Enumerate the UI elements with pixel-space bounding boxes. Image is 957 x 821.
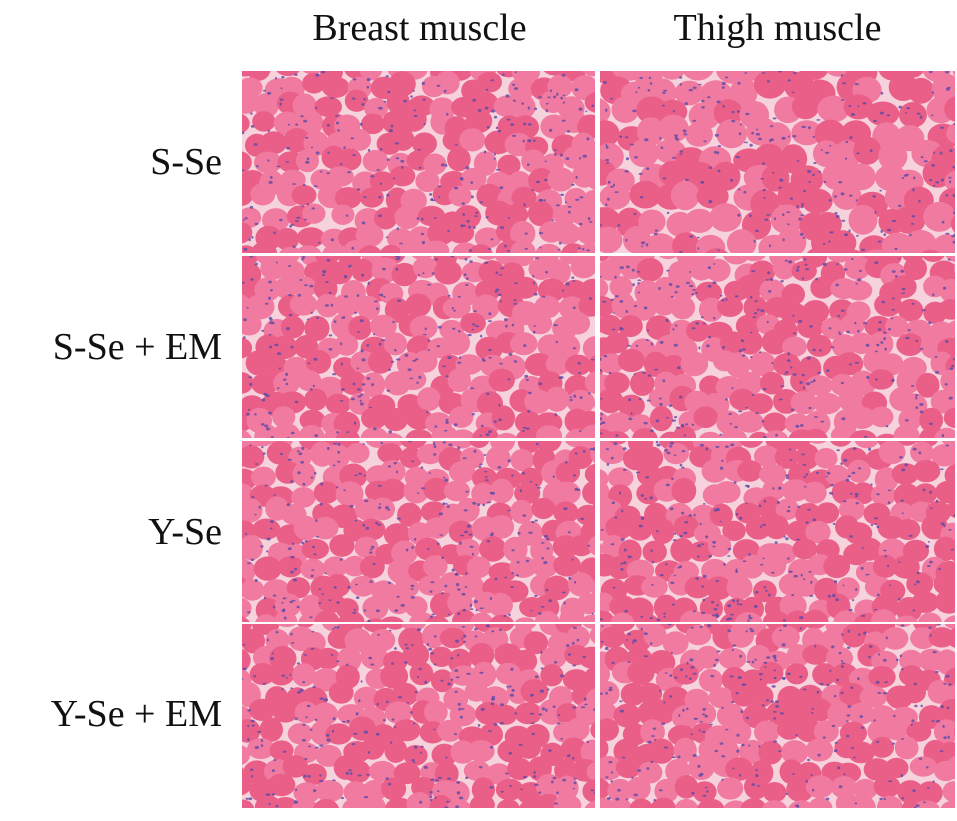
row-label-y-se-em: Y-Se + EM — [50, 693, 222, 735]
histology-image — [600, 441, 955, 622]
histology-panel-breast-s-se-em — [242, 256, 595, 438]
histology-image — [242, 71, 595, 253]
histology-image — [242, 256, 595, 438]
histology-panel-breast-y-se — [242, 441, 595, 622]
histology-panel-thigh-s-se-em — [600, 256, 955, 438]
histology-image — [600, 71, 955, 253]
row-label-s-se: S-Se — [150, 141, 222, 183]
column-header-thigh: Thigh muscle — [673, 7, 882, 49]
histology-image — [242, 624, 595, 808]
histology-panel-breast-s-se — [242, 71, 595, 253]
column-header-breast: Breast muscle — [312, 7, 527, 49]
histology-image — [242, 441, 595, 622]
histology-panel-thigh-y-se — [600, 441, 955, 622]
histology-panel-breast-y-se-em — [242, 624, 595, 808]
histology-panel-thigh-s-se — [600, 71, 955, 253]
histology-panel-thigh-y-se-em — [600, 624, 955, 808]
histology-image — [600, 256, 955, 438]
row-label-s-se-em: S-Se + EM — [52, 326, 222, 368]
histology-image — [600, 624, 955, 808]
row-label-y-se: Y-Se — [148, 511, 222, 553]
